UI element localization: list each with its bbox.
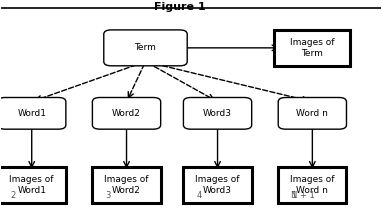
Text: Images of
Word2: Images of Word2 <box>104 175 149 195</box>
Text: Term: Term <box>134 43 157 52</box>
FancyBboxPatch shape <box>183 167 252 203</box>
Text: 3: 3 <box>106 191 111 200</box>
Text: Images of
Word1: Images of Word1 <box>10 175 54 195</box>
Text: Word n: Word n <box>296 109 328 118</box>
Text: N + 1: N + 1 <box>291 191 315 200</box>
Text: 4: 4 <box>197 191 202 200</box>
FancyBboxPatch shape <box>183 98 252 129</box>
FancyBboxPatch shape <box>92 98 161 129</box>
FancyBboxPatch shape <box>104 30 187 66</box>
FancyBboxPatch shape <box>278 167 346 203</box>
Text: 1: 1 <box>291 191 297 200</box>
FancyBboxPatch shape <box>274 30 350 66</box>
Text: Word1: Word1 <box>17 109 46 118</box>
Text: Images of
Term: Images of Term <box>290 38 335 58</box>
Text: Word2: Word2 <box>112 109 141 118</box>
Text: Images of
Word n: Images of Word n <box>290 175 335 195</box>
FancyBboxPatch shape <box>92 167 161 203</box>
Text: Word3: Word3 <box>203 109 232 118</box>
Text: Images of
Word3: Images of Word3 <box>195 175 240 195</box>
Text: 2: 2 <box>11 191 16 200</box>
FancyBboxPatch shape <box>0 98 66 129</box>
Text: Figure 1: Figure 1 <box>154 2 206 12</box>
FancyBboxPatch shape <box>0 167 66 203</box>
FancyBboxPatch shape <box>278 98 346 129</box>
